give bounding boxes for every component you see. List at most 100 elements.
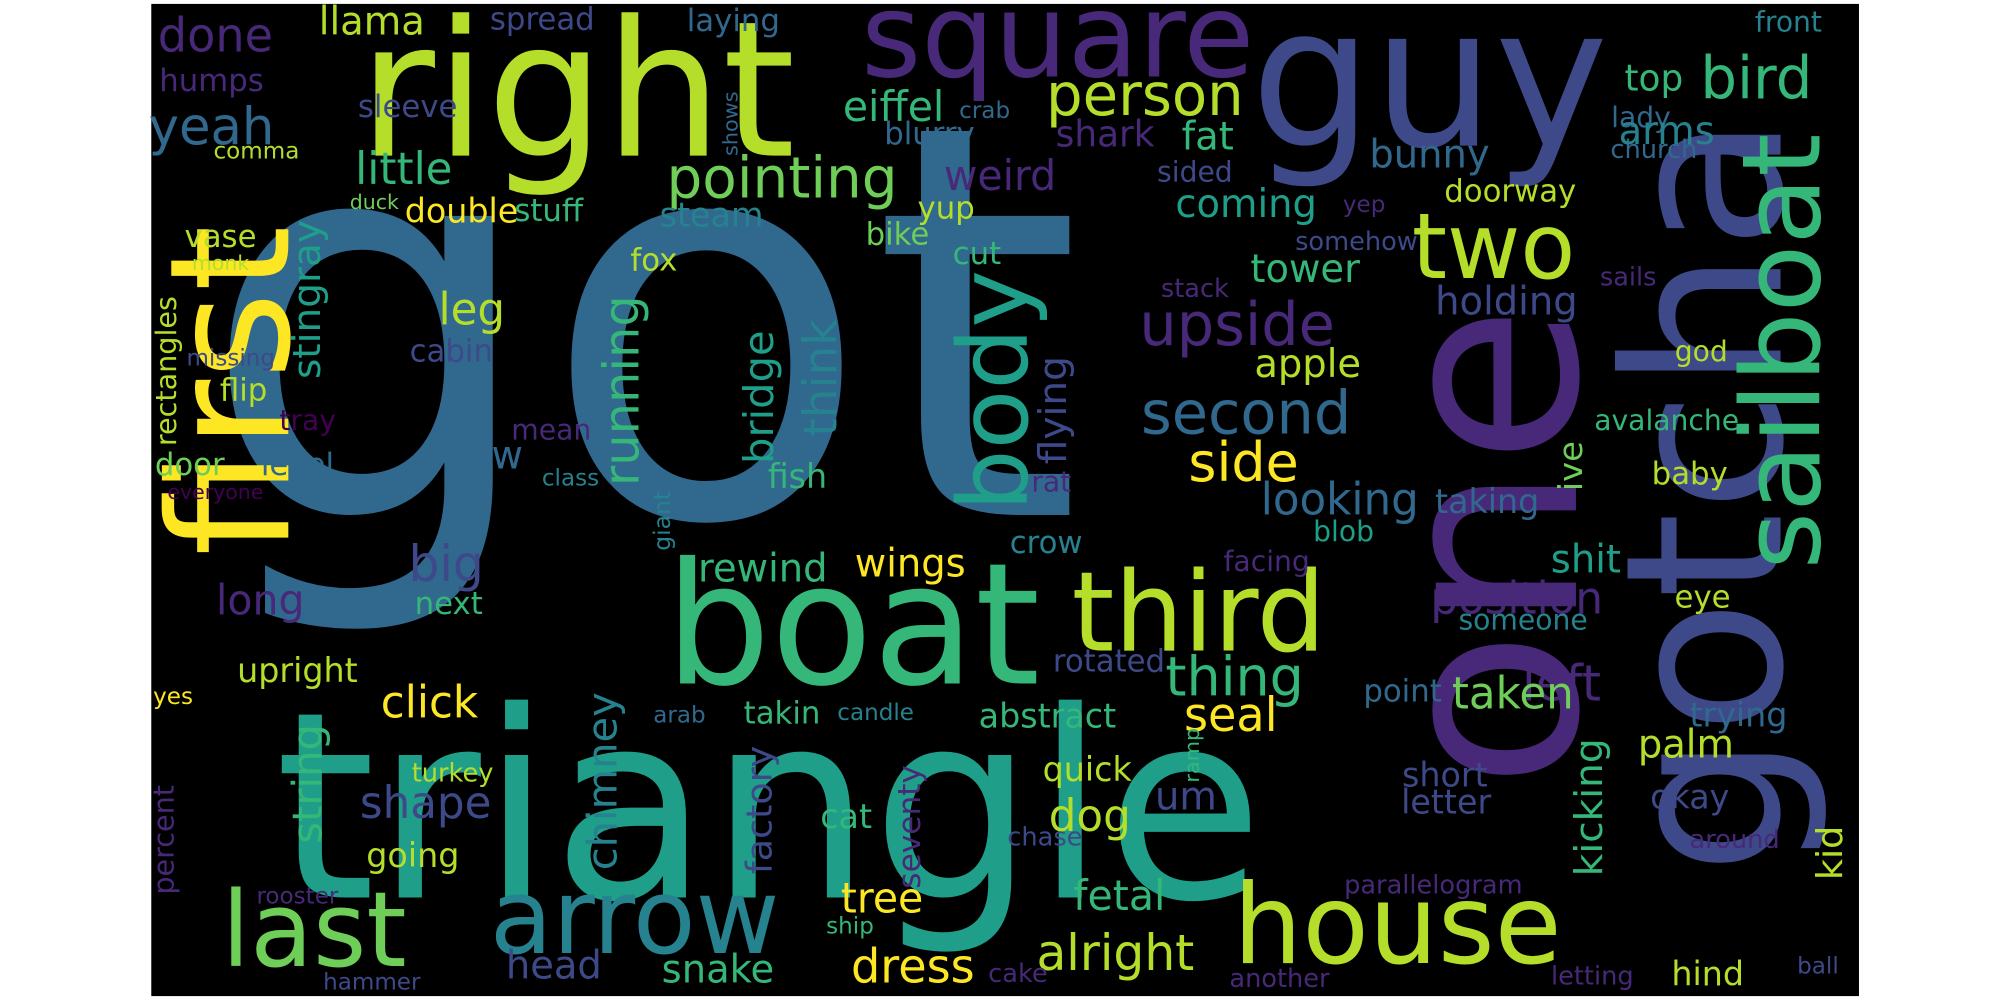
word: bunny (1369, 132, 1489, 177)
word: cut (953, 236, 1001, 272)
word: pointing (667, 145, 898, 212)
word: one (1338, 305, 1637, 790)
word: cat (820, 797, 872, 836)
word: llama (319, 0, 425, 45)
word: big (408, 535, 483, 593)
word: fox (630, 242, 677, 278)
word: house (1233, 860, 1562, 989)
word: sailboat (1719, 134, 1846, 570)
word: class (542, 464, 599, 491)
word: dog (1049, 791, 1131, 842)
word: guy (1251, 0, 1609, 192)
word: seventy (892, 765, 928, 889)
word: monk (192, 251, 249, 275)
word: flying (1032, 356, 1077, 464)
word: shit (1551, 537, 1621, 582)
word: another (1229, 964, 1330, 994)
word: rooster (256, 882, 338, 909)
word: second (1141, 379, 1351, 449)
word: blob (1313, 515, 1374, 548)
word: shape (360, 778, 492, 829)
word: person (1046, 61, 1244, 130)
word: tower (1250, 247, 1360, 292)
word: position (1430, 573, 1603, 624)
word: double (405, 191, 519, 230)
word: looking (1261, 474, 1419, 525)
word: okay (1650, 777, 1729, 816)
word: boat (665, 526, 1040, 724)
word: right (359, 0, 796, 201)
word: left (1522, 654, 1601, 712)
word: cabin (410, 333, 493, 369)
word: apple (1254, 342, 1361, 387)
word: tree (841, 874, 923, 922)
word: snake (662, 947, 775, 992)
word: hind (1671, 954, 1744, 993)
word: letting (1551, 961, 1634, 991)
word: string (284, 724, 332, 844)
word: candle (837, 699, 914, 726)
word: fat (1182, 114, 1234, 159)
word: click (381, 677, 479, 728)
word: eye (1675, 580, 1731, 616)
word: square (861, 0, 1254, 104)
word: quick (1043, 750, 1133, 789)
word: arms (1619, 109, 1715, 154)
word: eiffel (843, 83, 945, 131)
word: stingray (285, 220, 330, 379)
word: comma (213, 137, 299, 164)
word: fish (768, 457, 827, 496)
word: point (1363, 673, 1441, 709)
word: now (444, 433, 523, 478)
word: mean (511, 413, 591, 446)
word: third (1072, 547, 1326, 676)
word: gotcha (1578, 115, 1832, 875)
word: avalanche (1594, 404, 1739, 437)
word: abstract (979, 696, 1116, 735)
word: missing (186, 344, 275, 371)
word: yes (153, 683, 193, 710)
word: ramp (1180, 728, 1204, 783)
word: rewind (698, 546, 828, 591)
word: palm (1638, 722, 1734, 767)
word: trying (1689, 695, 1787, 734)
word: alright (1036, 924, 1194, 982)
word: tray (279, 404, 336, 437)
word: kicking (1567, 738, 1612, 876)
word: ship (826, 912, 874, 939)
word: coming (1175, 182, 1317, 227)
word: rectangles (150, 296, 183, 446)
word: rotated (1053, 643, 1165, 679)
word: takin (744, 695, 821, 731)
word: vase (185, 219, 257, 255)
word: triangle (275, 656, 1264, 959)
word: somehow (1295, 227, 1418, 257)
word: someone (1458, 603, 1587, 636)
word: yeah (149, 97, 275, 157)
word: shows (719, 91, 743, 156)
word: chimney (579, 692, 627, 870)
word: kid (1808, 826, 1851, 880)
word: stuff (514, 193, 583, 229)
word: facing (1224, 545, 1310, 578)
word: yep (1343, 191, 1385, 218)
word: bike (866, 216, 930, 252)
word: level (261, 447, 334, 483)
word: bird (1700, 44, 1812, 113)
word: head (506, 943, 602, 988)
word: god (1675, 335, 1728, 368)
word: sided (1157, 155, 1233, 188)
word: laying (687, 3, 780, 39)
word: running (593, 295, 651, 486)
word: fetal (1073, 872, 1165, 920)
word: last (222, 871, 407, 992)
word: steam (660, 195, 764, 234)
word: lady (1611, 101, 1671, 134)
word: seal (1184, 688, 1278, 742)
word: crab (959, 97, 1010, 124)
word: thing (1165, 645, 1303, 708)
word: ive (1551, 441, 1590, 491)
word: shark (1056, 112, 1155, 155)
